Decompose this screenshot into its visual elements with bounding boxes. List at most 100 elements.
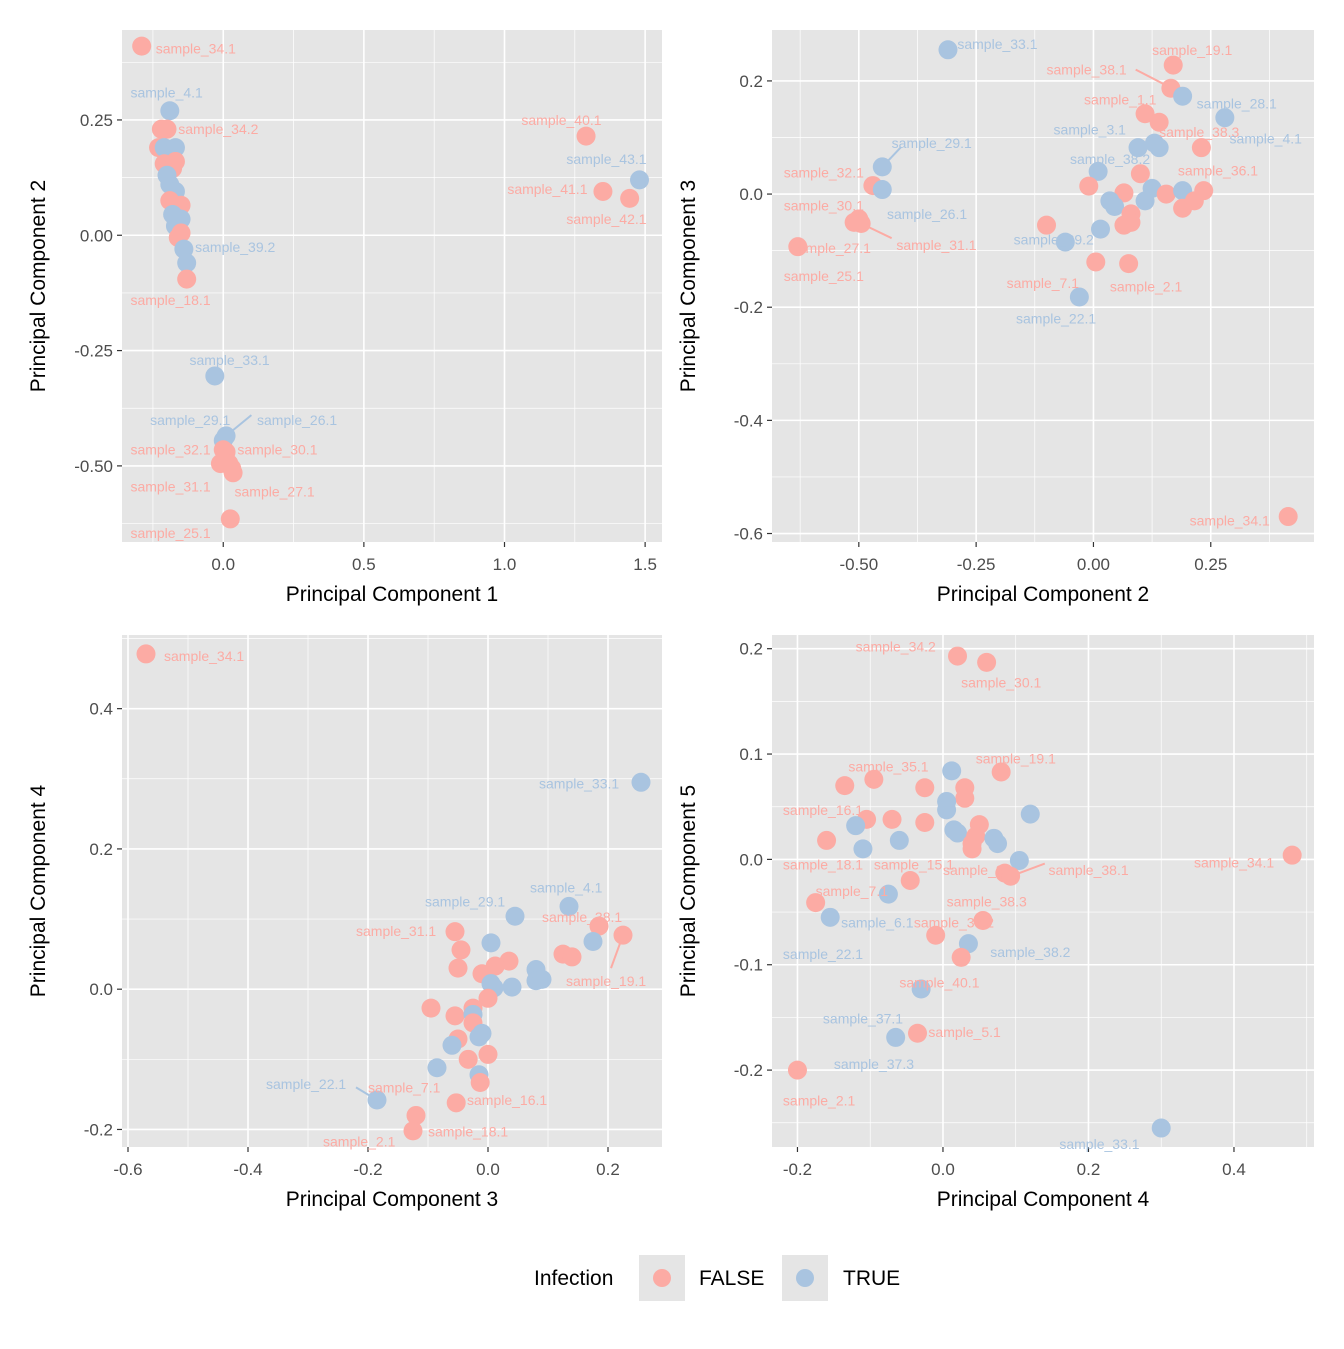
panel-background (122, 635, 662, 1147)
data-point-true (846, 816, 866, 836)
point-label: sample_39.2 (195, 239, 275, 255)
data-point-false (576, 126, 596, 146)
point-label: sample_18.1 (130, 292, 210, 308)
data-point-true (1128, 138, 1148, 158)
data-point-false (1173, 198, 1193, 218)
legend-title: Infection (534, 1267, 613, 1290)
legend-dot-true (796, 1269, 814, 1287)
data-point-true (1215, 108, 1235, 128)
y-tick-label: -0.4 (734, 411, 763, 430)
data-point-true (1069, 287, 1089, 307)
y-tick-label: -0.2 (734, 1061, 763, 1080)
point-label: sample_37.2 (914, 915, 994, 931)
point-label: sample_15.1 (874, 857, 954, 873)
y-tick-label: -0.25 (74, 342, 113, 361)
point-label: sample_34.1 (1190, 513, 1270, 529)
y-axis-title: Principal Component 4 (27, 784, 50, 997)
data-point-false (177, 269, 197, 289)
point-label: sample_33.1 (957, 36, 1037, 52)
data-point-false (1191, 138, 1211, 158)
data-point-false (955, 788, 975, 808)
scatter-panel-2: -0.50 -0.25 0.00 0.25 -0.6 -0.4 -0.2 0.0 0.2 Prin… (677, 30, 1314, 606)
point-label: sample_1.1 (1084, 92, 1157, 108)
y-tick-label: -0.2 (734, 298, 763, 317)
point-label: sample_33.1 (1059, 1136, 1139, 1152)
y-tick-label: 0.25 (80, 111, 113, 130)
data-point-false (445, 1006, 465, 1026)
x-tick-label: 0.4 (1222, 1160, 1246, 1179)
data-point-true (502, 977, 522, 997)
data-point-false (915, 813, 935, 833)
data-point-false (926, 925, 946, 945)
x-tick-label: -0.25 (957, 555, 996, 574)
point-label: sample_7.1 (816, 883, 889, 899)
data-point-false (478, 1044, 498, 1064)
data-point-false (1114, 183, 1134, 203)
data-point-true (937, 800, 957, 820)
data-point-false (1156, 184, 1176, 204)
point-label: sample_19.1 (1152, 42, 1232, 58)
legend-label-false: FALSE (699, 1267, 764, 1290)
data-point-false (613, 925, 633, 945)
data-point-false (962, 839, 982, 859)
x-tick-label: 0.2 (1077, 1160, 1101, 1179)
data-point-false (1163, 55, 1183, 75)
point-label: sample_18.1 (783, 857, 863, 873)
point-label: sample_3 (943, 862, 1004, 878)
data-point-false (478, 988, 498, 1008)
data-point-false (948, 646, 968, 666)
data-point-false (562, 947, 582, 967)
data-point-false (470, 1072, 490, 1092)
data-point-false (851, 213, 871, 233)
y-tick-label: 0.1 (739, 745, 763, 764)
x-tick-label: -0.4 (233, 1160, 262, 1179)
point-label: sample_31.1 (130, 479, 210, 495)
y-tick-label: 0.0 (739, 850, 763, 869)
point-label: sample_32.1 (784, 165, 864, 181)
data-point-false (1037, 215, 1057, 235)
data-point-true (1088, 161, 1108, 181)
data-point-false (900, 870, 920, 890)
y-tick-label: 0.2 (739, 72, 763, 91)
data-point-true (205, 366, 225, 386)
x-axis-title: Principal Component 4 (937, 1188, 1150, 1211)
x-axis-title: Principal Component 1 (286, 583, 498, 606)
data-point-true (938, 40, 958, 60)
point-label: sample_16.1 (467, 1092, 547, 1108)
data-point-false (458, 1049, 478, 1069)
point-label: sample_25.1 (784, 268, 864, 284)
point-label: sample_2.1 (1110, 278, 1183, 294)
x-tick-label: 1.0 (493, 555, 517, 574)
point-label: sample_34.1 (156, 40, 236, 56)
point-label: sample_36.1 (1178, 162, 1258, 178)
y-tick-label: 0.2 (739, 640, 763, 659)
data-point-true (532, 969, 552, 989)
point-label: sample_7.1 (1007, 275, 1080, 291)
point-label: sample_34.2 (178, 121, 258, 137)
point-label: sample_40.1 (521, 112, 601, 128)
point-label: sample_33.1 (539, 776, 619, 792)
point-label: sample_29.1 (892, 135, 972, 151)
point-label: sample_40.1 (899, 975, 979, 991)
data-point-true (911, 979, 931, 999)
point-label: sample_22.1 (783, 946, 863, 962)
scatter-panel-4: -0.2 0.0 0.2 0.4 -0.2 -0.1 0.0 0.1 0.2 Principal … (677, 635, 1314, 1211)
data-point-true (872, 157, 892, 177)
data-point-false (132, 36, 152, 56)
x-tick-label: -0.6 (113, 1160, 142, 1179)
data-point-false (908, 1023, 928, 1043)
x-tick-label: 0.2 (596, 1160, 620, 1179)
point-label: sample_38.1 (1048, 862, 1128, 878)
data-point-true (442, 1035, 462, 1055)
point-label: sample_31.1 (356, 923, 436, 939)
x-tick-label: -0.50 (839, 555, 878, 574)
point-label: sample_30.1 (237, 442, 317, 458)
panel-background (772, 635, 1314, 1147)
x-tick-label: 1.5 (633, 555, 657, 574)
point-label: sample_30.1 (784, 197, 864, 213)
data-point-false (864, 769, 884, 789)
x-tick-label: 0.0 (211, 555, 235, 574)
point-label: sample_42.1 (566, 211, 646, 227)
point-label: sample_35.1 (848, 759, 928, 775)
point-label: sample_27.1 (235, 483, 315, 499)
